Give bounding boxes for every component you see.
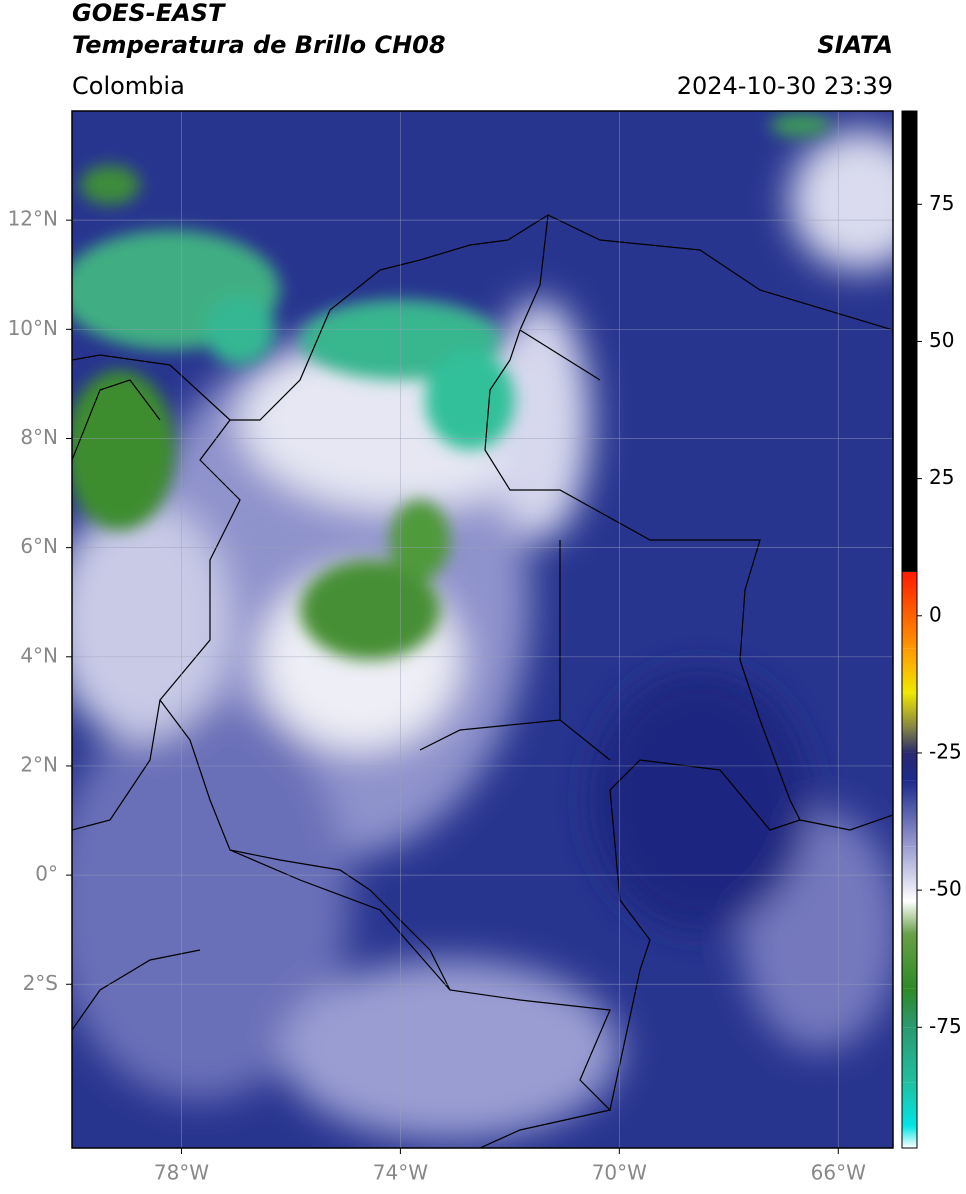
y-tick-label: 8°N <box>20 425 58 449</box>
colorbar-frame <box>901 110 918 1149</box>
colorbar-segment <box>902 846 917 902</box>
x-tick-label: 74°W <box>373 1161 428 1185</box>
x-tick-label: 78°W <box>154 1161 209 1185</box>
colorbar-tick-label: -50 <box>929 877 962 901</box>
colorbar-tick-label: -75 <box>929 1014 962 1038</box>
colorbar-segment <box>902 648 917 693</box>
timestamp: 2024-10-30 23:39 <box>677 72 893 100</box>
colorbar-segment <box>902 1027 917 1083</box>
colorbar-tick-label: -25 <box>929 739 962 763</box>
satellite-image <box>72 111 893 1148</box>
source: SIATA <box>817 31 893 59</box>
coastlines <box>72 214 893 1148</box>
y-tick-label: 0° <box>35 862 58 886</box>
colorbar-segment <box>902 571 917 649</box>
colorbar-segment <box>902 752 917 781</box>
x-tick-label: 70°W <box>592 1161 647 1185</box>
colorbar-segment <box>902 901 917 935</box>
region: Colombia <box>72 72 185 100</box>
x-tick-label: 66°W <box>811 1161 866 1185</box>
colorbar-segment <box>902 1126 917 1148</box>
colorbar-segment <box>902 725 917 753</box>
title: GOES-EAST <box>72 0 226 27</box>
colorbar-tick-label: 75 <box>929 191 954 215</box>
colorbar-segment <box>902 988 917 1028</box>
y-tick-label: 6°N <box>20 534 58 558</box>
y-tick-label: 12°N <box>8 207 58 231</box>
colorbar-segment <box>902 111 917 572</box>
y-tick-label: 4°N <box>20 643 58 667</box>
map-frame <box>71 110 894 1149</box>
y-tick-label: 2°N <box>20 752 58 776</box>
colorbar-segment <box>902 780 917 847</box>
country-borders <box>159 213 801 1112</box>
colorbar-segment <box>902 692 917 726</box>
y-tick-label: 2°S <box>23 971 58 995</box>
cold-cloud-tops <box>72 113 830 660</box>
colorbar-tick-label: 25 <box>929 465 954 489</box>
colorbar-tick-label: 50 <box>929 328 954 352</box>
colorbar-segment <box>902 934 917 989</box>
colorbar-segment <box>902 1082 917 1127</box>
colorbar-tick-label: 0 <box>929 602 942 626</box>
subtitle: Temperatura de Brillo CH08 <box>72 31 446 59</box>
y-tick-label: 10°N <box>8 316 58 340</box>
